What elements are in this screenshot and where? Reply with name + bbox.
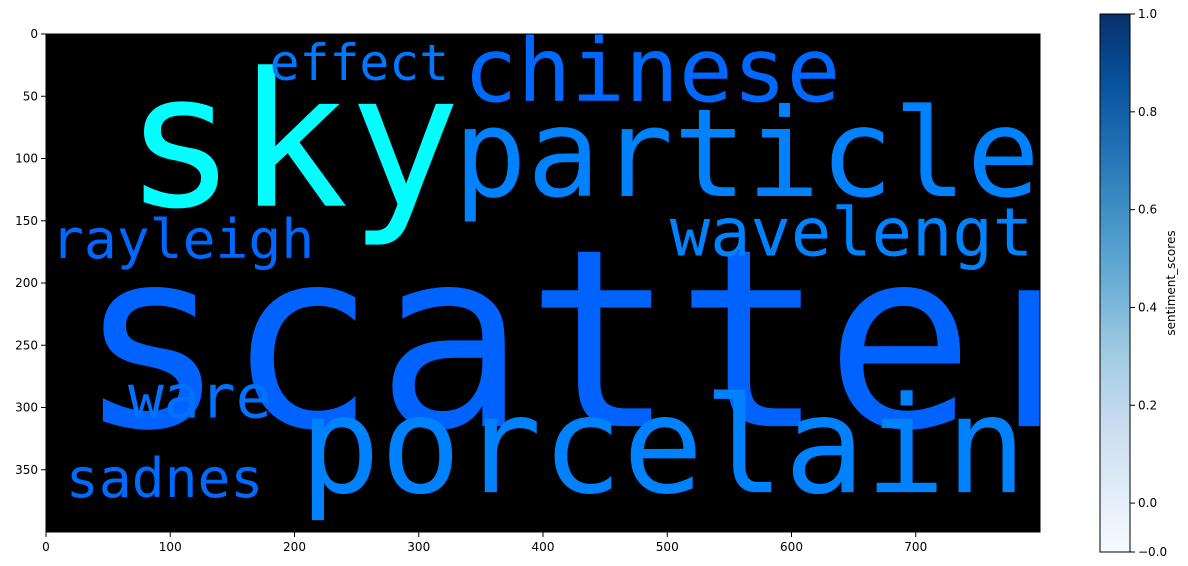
colorbar-tick-label: 1.0 — [1138, 7, 1157, 21]
colorbar-label: sentiment_scores — [1164, 230, 1178, 335]
word-effect: effect — [270, 34, 450, 92]
colorbar-tick-label: 0.6 — [1138, 203, 1157, 217]
x-axis: 0 100 200 300 400 500 600 700 — [42, 532, 927, 554]
word-particle: particle — [454, 83, 1040, 225]
colorbar-axis: 0.0 0.2 0.4 0.6 0.8 1.0 −0.0 — [1130, 7, 1167, 559]
word-sky: sky — [124, 33, 461, 250]
x-tick-label: 500 — [656, 540, 679, 554]
y-tick-label: 0 — [30, 27, 38, 41]
colorbar-tick-label: 0.4 — [1138, 300, 1157, 314]
y-tick-label: 100 — [15, 152, 38, 166]
colorbar — [1099, 13, 1131, 553]
y-tick-label: 150 — [15, 214, 38, 228]
y-tick-label: 300 — [15, 401, 38, 415]
y-tick-label: 50 — [23, 89, 38, 103]
word-ware: ware — [128, 363, 272, 432]
word-wavelength: wavelength — [670, 194, 1074, 272]
x-tick-label: 600 — [780, 540, 803, 554]
word-rayleigh: rayleigh — [51, 207, 314, 271]
colorbar-tick-label: 0.8 — [1138, 105, 1157, 119]
colorbar-tick-label: −0.0 — [1138, 545, 1167, 559]
x-tick-label: 700 — [904, 540, 927, 554]
y-axis: 0 50 100 150 200 250 300 350 — [15, 27, 46, 477]
word-chinese: chinese — [463, 19, 840, 123]
x-tick-label: 300 — [407, 540, 430, 554]
y-tick-label: 250 — [15, 338, 38, 352]
y-tick-label: 350 — [15, 463, 38, 477]
x-tick-label: 200 — [283, 540, 306, 554]
x-tick-label: 400 — [532, 540, 555, 554]
word-sadnes: sadnes — [66, 446, 263, 510]
x-tick-label: 0 — [42, 540, 50, 554]
colorbar-tick-label: 0.0 — [1138, 496, 1157, 510]
x-tick-label: 100 — [159, 540, 182, 554]
word-porcelain: porcelain — [299, 367, 1026, 524]
y-tick-label: 200 — [15, 276, 38, 290]
colorbar-tick-label: 0.2 — [1138, 398, 1157, 412]
plot-background — [46, 34, 1040, 532]
word-scatter: scatter — [77, 195, 1124, 485]
